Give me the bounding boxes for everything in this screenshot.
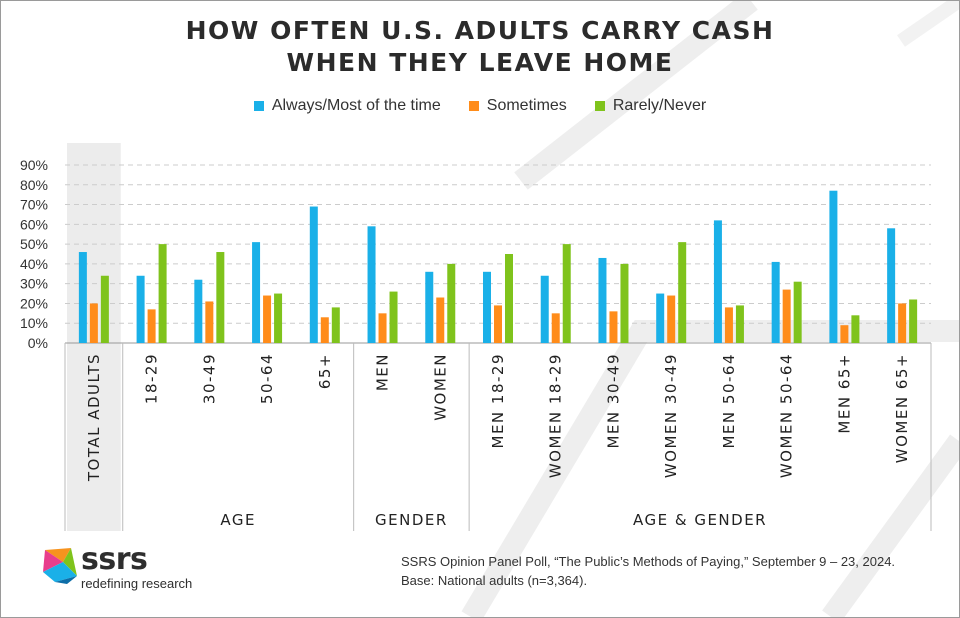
legend-label: Always/Most of the time bbox=[271, 97, 441, 114]
y-tick-label: 20% bbox=[20, 295, 48, 311]
bar bbox=[216, 252, 225, 343]
bar bbox=[562, 244, 571, 343]
bar bbox=[678, 242, 687, 343]
bar bbox=[194, 279, 203, 343]
bar bbox=[909, 299, 918, 343]
legend-label: Rarely/Never bbox=[612, 97, 707, 114]
bar bbox=[331, 307, 340, 343]
bar bbox=[609, 311, 618, 343]
y-tick-label: 80% bbox=[20, 177, 48, 193]
bar bbox=[793, 281, 802, 343]
x-category-label: 65+ bbox=[316, 353, 334, 389]
bar bbox=[898, 303, 907, 343]
bar bbox=[367, 226, 376, 343]
chart-legend: Always/Most of the time Sometimes Rarely/N… bbox=[1, 97, 959, 115]
bar bbox=[136, 275, 145, 343]
chart-title: HOW OFTEN U.S. ADULTS CARRY CASH WHEN TH… bbox=[1, 15, 959, 79]
bar bbox=[389, 291, 398, 343]
bar bbox=[598, 257, 607, 343]
ssrs-logo-mark bbox=[43, 548, 77, 584]
y-tick-label: 90% bbox=[20, 157, 48, 173]
legend-swatch bbox=[468, 101, 479, 111]
x-category-label: MEN 65+ bbox=[835, 353, 853, 434]
x-category-label: MEN 18-29 bbox=[489, 353, 507, 449]
bar bbox=[829, 190, 838, 343]
x-category-label: MEN 30-49 bbox=[604, 353, 622, 449]
x-category-label: WOMEN 30-49 bbox=[662, 353, 680, 478]
bar bbox=[89, 303, 98, 343]
legend-swatch bbox=[594, 101, 605, 111]
legend-item: Rarely/Never bbox=[594, 97, 707, 115]
source-note: SSRS Opinion Panel Poll, “The Public’s M… bbox=[401, 552, 895, 590]
group-label: AGE & GENDER bbox=[633, 511, 767, 529]
bar bbox=[252, 242, 261, 343]
y-tick-label: 10% bbox=[20, 315, 48, 331]
legend-swatch bbox=[253, 101, 264, 111]
y-tick-label: 40% bbox=[20, 256, 48, 272]
x-category-label: 50-64 bbox=[258, 353, 276, 404]
x-category-label: MEN bbox=[374, 353, 392, 391]
base-line: Base: National adults (n=3,364). bbox=[401, 573, 588, 588]
y-tick-label: 70% bbox=[20, 197, 48, 213]
bar bbox=[540, 275, 549, 343]
source-line: SSRS Opinion Panel Poll, “The Public’s M… bbox=[401, 554, 896, 569]
chart-title-line-2: WHEN THEY LEAVE HOME bbox=[286, 48, 674, 77]
group-label: AGE bbox=[220, 511, 256, 529]
logo-wordmark: ssrs bbox=[81, 542, 148, 577]
bar bbox=[78, 252, 87, 343]
chart-title-line-1: HOW OFTEN U.S. ADULTS CARRY CASH bbox=[185, 16, 775, 45]
legend-item: Always/Most of the time bbox=[253, 97, 441, 115]
bar bbox=[494, 305, 502, 343]
bar bbox=[378, 313, 387, 343]
bar bbox=[158, 244, 167, 343]
logo-tagline: redefining research bbox=[81, 576, 193, 591]
bar bbox=[735, 305, 744, 343]
y-tick-label: 30% bbox=[20, 276, 48, 292]
bar bbox=[620, 263, 629, 343]
x-category-label: MEN 50-64 bbox=[720, 353, 738, 449]
x-category-label: WOMEN bbox=[431, 353, 449, 421]
y-tick-label: 50% bbox=[20, 236, 48, 252]
bar bbox=[205, 301, 214, 343]
bar bbox=[263, 295, 272, 343]
bar bbox=[724, 307, 733, 343]
bar bbox=[147, 309, 156, 343]
bar bbox=[436, 297, 445, 343]
bar bbox=[887, 228, 896, 343]
x-category-label: 30-49 bbox=[200, 353, 218, 404]
legend-item: Sometimes bbox=[468, 97, 567, 115]
bar bbox=[505, 254, 513, 343]
bar bbox=[771, 261, 780, 343]
bar bbox=[309, 206, 318, 343]
bar bbox=[483, 271, 491, 343]
bar bbox=[320, 317, 329, 343]
y-tick-label: 0% bbox=[28, 335, 48, 351]
y-tick-label: 60% bbox=[20, 216, 48, 232]
x-category-label: 18-29 bbox=[143, 353, 161, 404]
bar bbox=[782, 289, 791, 343]
bar bbox=[840, 325, 849, 343]
bar bbox=[656, 293, 665, 343]
x-category-label: WOMEN 50-64 bbox=[778, 353, 796, 478]
x-category-label: TOTAL ADULTS bbox=[85, 353, 103, 482]
bar bbox=[100, 275, 109, 343]
bar bbox=[551, 313, 560, 343]
x-category-label: WOMEN 18-29 bbox=[547, 353, 565, 478]
ssrs-logo: ssrs redefining research bbox=[41, 542, 211, 596]
legend-label: Sometimes bbox=[486, 97, 567, 114]
bar bbox=[274, 293, 283, 343]
bar bbox=[667, 295, 676, 343]
bar bbox=[713, 220, 722, 343]
bar bbox=[425, 271, 434, 343]
bar bbox=[851, 315, 860, 343]
x-category-label: WOMEN 65+ bbox=[893, 353, 911, 463]
group-label: GENDER bbox=[375, 511, 448, 529]
bar bbox=[447, 263, 456, 343]
